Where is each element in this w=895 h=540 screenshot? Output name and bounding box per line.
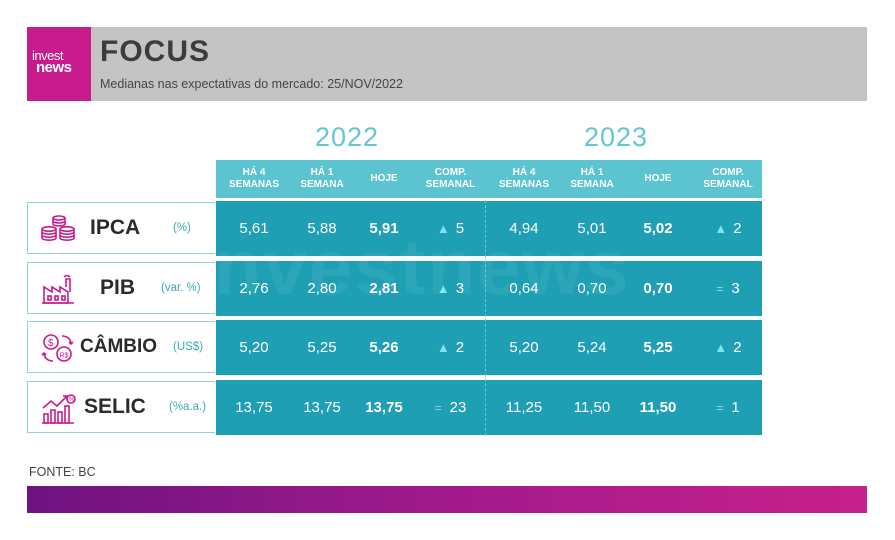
cell-pib-2022-h4: 2,76: [239, 280, 269, 297]
col-header-2023-hoje: HOJE: [644, 173, 672, 184]
source-label: FONTE: BC: [29, 465, 96, 479]
cell-selic-2023-h1: 11,50: [573, 399, 611, 416]
col-header-2023-h1: HÁ 1 SEMANA: [570, 167, 614, 190]
cell-cambio-2023-comp: ▲ 2: [694, 320, 762, 375]
rate-chart-icon: %: [42, 394, 76, 424]
svg-text:R$: R$: [60, 353, 69, 360]
cell-selic-2022-h1: 13,75: [303, 399, 341, 416]
svg-text:$: $: [48, 338, 54, 349]
cell-cambio-2022-h4: 5,20: [239, 339, 269, 356]
cell-pib-2023-h1: 0,70: [577, 280, 607, 297]
comp-value: 5: [455, 220, 465, 237]
col-header-2022-h1: HÁ 1 SEMANA: [300, 167, 344, 190]
column-header-bar: [216, 160, 762, 198]
logo-line1: invest: [32, 48, 63, 63]
cell-ipca-2022-h1: 5,88: [307, 220, 337, 237]
table-row-cambio: 5,20 5,25 5,26 ▲ 2 5,20 5,24 5,25 ▲ 2: [216, 320, 762, 375]
comp-value: 2: [733, 339, 742, 356]
footer-gradient-bar: [27, 486, 867, 513]
up-arrow-icon: ▲: [714, 340, 728, 355]
table-row-ipca: 5,61 5,88 5,91 ▲ 5 4,94 5,01 5,02 ▲ 2: [216, 201, 762, 256]
cell-ipca-2022-h4: 5,61: [239, 220, 269, 237]
investnews-logo: invest news: [27, 27, 91, 101]
header-bar: invest news FOCUS Medianas nas expectati…: [27, 27, 867, 101]
col-header-2023-comp: COMP. SEMANAL: [703, 167, 753, 190]
currency-exchange-icon: $ R$: [41, 334, 74, 362]
coins-icon: [41, 215, 75, 242]
table-row-selic: 13,75 13,75 13,75 = 23 11,25 11,50 11,50…: [216, 380, 762, 435]
cell-selic-2023-hoje: 11,50: [639, 399, 677, 416]
col-header-2022-h4: HÁ 4 SEMANAS: [228, 167, 279, 190]
row-unit-selic: (%a.a.): [169, 401, 207, 413]
row-name-cambio: CÂMBIO: [80, 336, 158, 357]
cell-cambio-2022-h1: 5,25: [307, 339, 337, 356]
cell-cambio-2023-h4: 5,20: [509, 339, 539, 356]
cell-ipca-2023-h4: 4,94: [509, 220, 539, 237]
comp-value: 3: [455, 280, 465, 297]
cell-selic-2023-h4: 11,25: [505, 399, 543, 416]
cell-pib-2023-comp: = 3: [694, 261, 762, 316]
page-title: FOCUS: [100, 35, 210, 68]
equal-icon: =: [716, 281, 724, 296]
year-label-2022: 2022: [315, 122, 380, 152]
table-row-pib: 2,76 2,80 2,81 ▲ 3 0,64 0,70 0,70 = 3: [216, 261, 762, 316]
cell-selic-2022-h4: 13,75: [235, 399, 273, 416]
cell-selic-2022-comp: = 23: [416, 380, 485, 435]
logo-line2: news: [36, 59, 72, 76]
cell-pib-2023-h4: 0,64: [509, 280, 539, 297]
up-arrow-icon: ▲: [436, 281, 450, 296]
row-label-ipca: IPCA (%): [27, 202, 215, 254]
cell-pib-2022-h1: 2,80: [307, 280, 337, 297]
col-header-2022-hoje: HOJE: [370, 173, 398, 184]
cell-pib-2022-hoje: 2,81: [369, 280, 399, 297]
equal-icon: =: [434, 400, 442, 415]
cell-selic-2023-comp: = 1: [694, 380, 762, 435]
up-arrow-icon: ▲: [436, 221, 450, 236]
comp-value: 23: [449, 399, 467, 416]
row-name-ipca: IPCA: [90, 216, 141, 239]
row-name-selic: SELIC: [84, 395, 146, 418]
comp-value: 2: [455, 339, 465, 356]
cell-cambio-2023-hoje: 5,25: [643, 339, 673, 356]
cell-ipca-2023-comp: ▲ 2: [694, 201, 762, 256]
col-header-2023-h4: HÁ 4 SEMANAS: [498, 167, 549, 190]
cell-cambio-2022-comp: ▲ 2: [416, 320, 485, 375]
cell-pib-2023-hoje: 0,70: [643, 280, 673, 297]
cell-ipca-2022-comp: ▲ 5: [416, 201, 485, 256]
row-label-selic: % SELIC (%a.a.): [27, 381, 215, 433]
row-label-pib: PIB (var. %): [27, 262, 215, 314]
factory-icon: [42, 274, 74, 304]
page-subtitle: Medianas nas expectativas do mercado: 25…: [100, 77, 403, 91]
col-header-2022-comp: COMP. SEMANAL: [425, 167, 476, 190]
year-label-2023: 2023: [584, 122, 649, 152]
up-arrow-icon: ▲: [436, 340, 450, 355]
equal-icon: =: [716, 400, 724, 415]
up-arrow-icon: ▲: [714, 221, 728, 236]
comp-value: 2: [733, 220, 742, 237]
row-name-pib: PIB: [100, 276, 136, 299]
row-label-cambio: $ R$ CÂMBIO (US$): [27, 321, 215, 373]
row-unit-cambio: (US$): [173, 341, 204, 353]
cell-selic-2022-hoje: 13,75: [365, 399, 403, 416]
cell-pib-2022-comp: ▲ 3: [416, 261, 485, 316]
row-unit-pib: (var. %): [161, 282, 201, 294]
svg-text:%: %: [69, 397, 75, 403]
cell-cambio-2023-h1: 5,24: [577, 339, 607, 356]
cell-ipca-2022-hoje: 5,91: [369, 220, 399, 237]
cell-cambio-2022-hoje: 5,26: [369, 339, 399, 356]
cell-ipca-2023-hoje: 5,02: [643, 220, 673, 237]
year-divider: [485, 200, 486, 436]
comp-value: 1: [731, 399, 740, 416]
comp-value: 3: [731, 280, 740, 297]
cell-ipca-2023-h1: 5,01: [577, 220, 607, 237]
row-unit-ipca: (%): [173, 222, 191, 234]
